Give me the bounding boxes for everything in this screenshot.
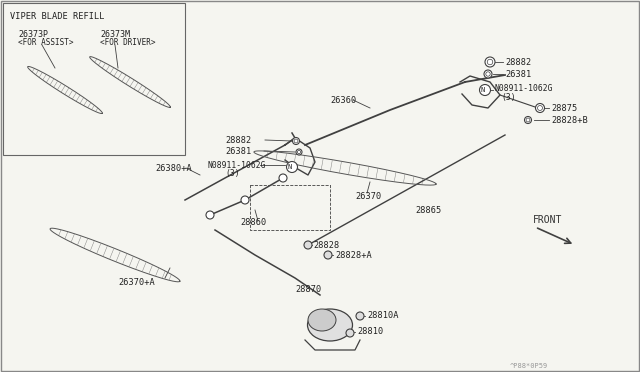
Circle shape (296, 149, 302, 155)
Circle shape (206, 211, 214, 219)
Text: 28870: 28870 (295, 285, 321, 295)
Circle shape (536, 103, 545, 112)
Circle shape (279, 174, 287, 182)
Text: 28828+B: 28828+B (551, 115, 588, 125)
Text: (3): (3) (501, 93, 516, 102)
Text: 26373P: 26373P (18, 30, 48, 39)
Text: N: N (481, 87, 485, 93)
Text: 26380+A: 26380+A (155, 164, 192, 173)
Circle shape (294, 139, 298, 143)
Circle shape (485, 57, 495, 67)
Circle shape (486, 72, 490, 76)
Text: 28875: 28875 (551, 103, 577, 112)
Text: 28865: 28865 (415, 205, 441, 215)
Circle shape (526, 118, 530, 122)
Text: 28860: 28860 (240, 218, 266, 227)
Circle shape (525, 116, 531, 124)
Circle shape (479, 84, 490, 96)
Text: <FOR ASSIST>: <FOR ASSIST> (18, 38, 74, 47)
Text: (3): (3) (225, 169, 239, 177)
Circle shape (484, 70, 492, 78)
Text: FRONT: FRONT (533, 215, 563, 225)
Circle shape (287, 161, 298, 173)
Circle shape (292, 138, 300, 144)
Circle shape (304, 241, 312, 249)
Text: 26373M: 26373M (100, 30, 130, 39)
Text: 26360: 26360 (330, 96, 356, 105)
Ellipse shape (308, 309, 336, 331)
Text: 28810A: 28810A (367, 311, 399, 321)
Text: VIPER BLADE REFILL: VIPER BLADE REFILL (10, 12, 104, 21)
Circle shape (356, 312, 364, 320)
Text: 28882: 28882 (505, 58, 531, 67)
Circle shape (241, 196, 249, 204)
Circle shape (298, 150, 301, 154)
Text: 28882: 28882 (225, 135, 252, 144)
Text: N: N (288, 164, 292, 170)
Text: 28810: 28810 (357, 327, 383, 337)
Text: N08911-1062G: N08911-1062G (495, 83, 554, 93)
Text: <FOR DRIVER>: <FOR DRIVER> (100, 38, 156, 47)
Circle shape (538, 106, 543, 110)
Text: 26370+A: 26370+A (118, 278, 155, 287)
Text: 28828: 28828 (313, 241, 339, 250)
Text: 26381: 26381 (225, 147, 252, 155)
Text: 26370: 26370 (355, 192, 381, 201)
Text: ^P88*0P59: ^P88*0P59 (510, 363, 548, 369)
Circle shape (346, 329, 354, 337)
Circle shape (487, 59, 493, 65)
Circle shape (324, 251, 332, 259)
Text: N08911-1062G: N08911-1062G (207, 160, 266, 170)
Text: 28828+A: 28828+A (335, 251, 372, 260)
Text: 26381: 26381 (505, 70, 531, 78)
Ellipse shape (307, 309, 353, 341)
Bar (3, 3, 185, 155)
